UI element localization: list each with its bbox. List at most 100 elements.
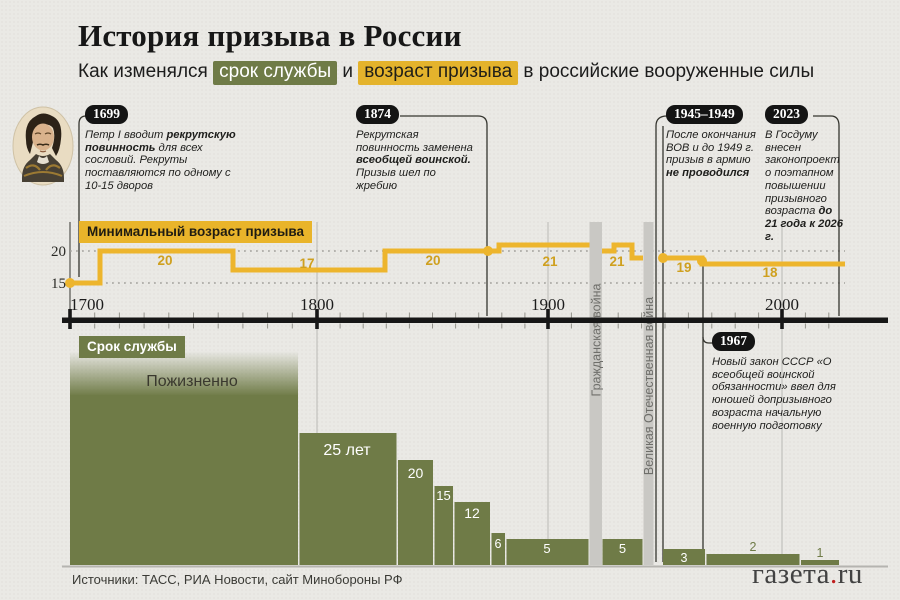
century-tick [546,309,550,318]
annotation-text-2023: В Госдуму внесен законопроект о поэтапно… [765,129,843,243]
century-tick [315,323,319,329]
decade-tick [339,312,341,318]
decade-tick [758,323,760,329]
decade-tick [664,323,666,329]
service-bar [70,395,298,565]
decade-tick [687,312,689,318]
service-bar [602,539,643,565]
decade-tick [617,312,619,318]
annotation-connector [78,115,87,277]
year-badge-1945-1949: 1945–1949 [666,105,743,124]
service-bar [706,554,800,565]
sources-text: Источники: ТАСС, РИА Новости, сайт Миноб… [72,572,403,587]
decade-tick [94,312,96,318]
subtitle-prefix: Как изменялся [78,61,214,82]
decade-tick [501,312,503,318]
service-bar-label: 12 [464,505,480,521]
highlight-service-term: срок службы [213,61,338,85]
min-age-point [483,246,493,256]
century-label: 1700 [70,295,104,314]
service-bar-label: 5 [543,541,550,556]
decade-tick [168,312,170,318]
subtitle-mid: и [337,61,359,82]
service-bar [491,533,505,565]
min-age-point [658,253,668,263]
decade-tick [242,323,244,329]
min-age-value-label: 19 [676,260,691,275]
min-age-line [70,242,643,286]
century-label: 2000 [765,295,799,314]
decade-tick [711,323,713,329]
decade-tick [168,323,170,329]
decade-tick [385,312,387,318]
century-tick [68,309,72,318]
decade-tick [594,312,596,318]
service-bar-label: 3 [681,551,688,565]
annotation-text-1945-1949: После окончания ВОВ и до 1949 г. призыв … [666,129,756,180]
service-bar-label: 20 [408,465,424,481]
decade-tick [267,323,269,329]
decade-tick [385,323,387,329]
age-axis-tick-label: 15 [51,276,66,292]
decade-tick [267,312,269,318]
annotation-1874: 1874 Рекрутская повинность заменена всео… [356,105,480,193]
decade-tick [734,312,736,318]
decade-tick [804,323,806,329]
decade-tick [217,323,219,329]
annotation-connector [813,115,840,316]
century-tick [68,323,72,329]
decade-tick [664,312,666,318]
service-bar-label: 6 [495,537,502,551]
decade-tick [455,323,457,329]
decade-tick [432,312,433,318]
decade-tick [143,312,145,318]
timeline-axis [62,317,888,323]
annotation-1699: 1699 Петр I вводит рекрутскую повинность… [85,105,243,193]
decade-tick [828,323,830,329]
annotation-connector [400,115,488,316]
decade-tick [362,312,364,318]
decade-tick [711,312,713,318]
logo-main: газета [752,558,830,590]
decade-tick [570,323,572,329]
war-period-label: Гражданская война [589,283,603,396]
decade-tick [143,323,145,329]
decade-tick [291,323,293,329]
service-chart-label: Срок службы [79,336,185,358]
service-bar [454,502,490,565]
min-age-point [65,278,75,288]
peter-i-portrait [12,106,74,186]
logo-dot: . [830,558,838,590]
annotation-text-1699: Петр I вводит рекрутскую повинность для … [85,129,236,192]
war-period-bar [589,222,602,565]
century-tick [780,309,784,318]
service-bar-label: 25 лет [323,442,371,459]
decade-tick [478,323,480,329]
war-period-bar [643,222,654,565]
decade-tick [641,323,643,329]
decade-tick [617,323,619,329]
service-bar [398,460,433,565]
service-bar [801,560,839,565]
decade-tick [501,323,503,329]
logo-suffix: ru [837,558,863,590]
min-age-value-label: 21 [542,254,558,269]
annotation-connector [655,115,668,562]
service-bar [299,433,397,565]
decade-tick [524,312,526,318]
decade-tick [408,323,410,329]
annotation-1945-1949: 1945–1949 После окончания ВОВ и до 1949 … [666,105,760,180]
decade-tick [594,323,596,329]
decade-tick [478,312,480,318]
decade-tick [118,312,120,318]
decade-tick [432,323,433,329]
year-badge-2023: 2023 [765,105,808,124]
decade-tick [291,312,293,318]
service-bar-fade [70,351,298,396]
annotation-text-1967: Новый закон СССР «О всеобщей воинской об… [712,356,836,432]
year-badge-1699: 1699 [85,105,128,124]
decade-tick [687,323,689,329]
decade-tick [242,312,244,318]
min-age-value-label: 17 [299,256,314,271]
